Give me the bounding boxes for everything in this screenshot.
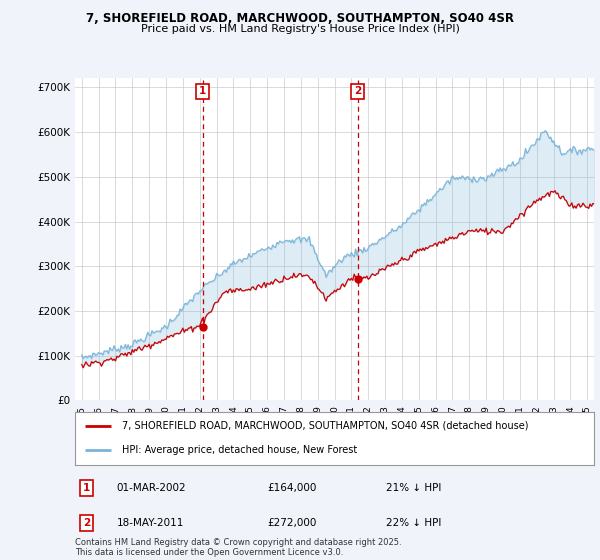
Text: 7, SHOREFIELD ROAD, MARCHWOOD, SOUTHAMPTON, SO40 4SR (detached house): 7, SHOREFIELD ROAD, MARCHWOOD, SOUTHAMPT… — [122, 421, 528, 431]
Text: HPI: Average price, detached house, New Forest: HPI: Average price, detached house, New … — [122, 445, 357, 455]
Text: 1: 1 — [199, 86, 206, 96]
Text: 22% ↓ HPI: 22% ↓ HPI — [386, 518, 442, 528]
Text: 2: 2 — [83, 518, 90, 528]
Text: 01-MAR-2002: 01-MAR-2002 — [116, 483, 186, 493]
Text: Contains HM Land Registry data © Crown copyright and database right 2025.
This d: Contains HM Land Registry data © Crown c… — [75, 538, 401, 557]
Text: 1: 1 — [83, 483, 90, 493]
Text: 2: 2 — [354, 86, 361, 96]
Text: 21% ↓ HPI: 21% ↓ HPI — [386, 483, 442, 493]
Text: £164,000: £164,000 — [267, 483, 316, 493]
Text: £272,000: £272,000 — [267, 518, 316, 528]
Text: 7, SHOREFIELD ROAD, MARCHWOOD, SOUTHAMPTON, SO40 4SR: 7, SHOREFIELD ROAD, MARCHWOOD, SOUTHAMPT… — [86, 12, 514, 25]
Text: 18-MAY-2011: 18-MAY-2011 — [116, 518, 184, 528]
Text: Price paid vs. HM Land Registry's House Price Index (HPI): Price paid vs. HM Land Registry's House … — [140, 24, 460, 34]
